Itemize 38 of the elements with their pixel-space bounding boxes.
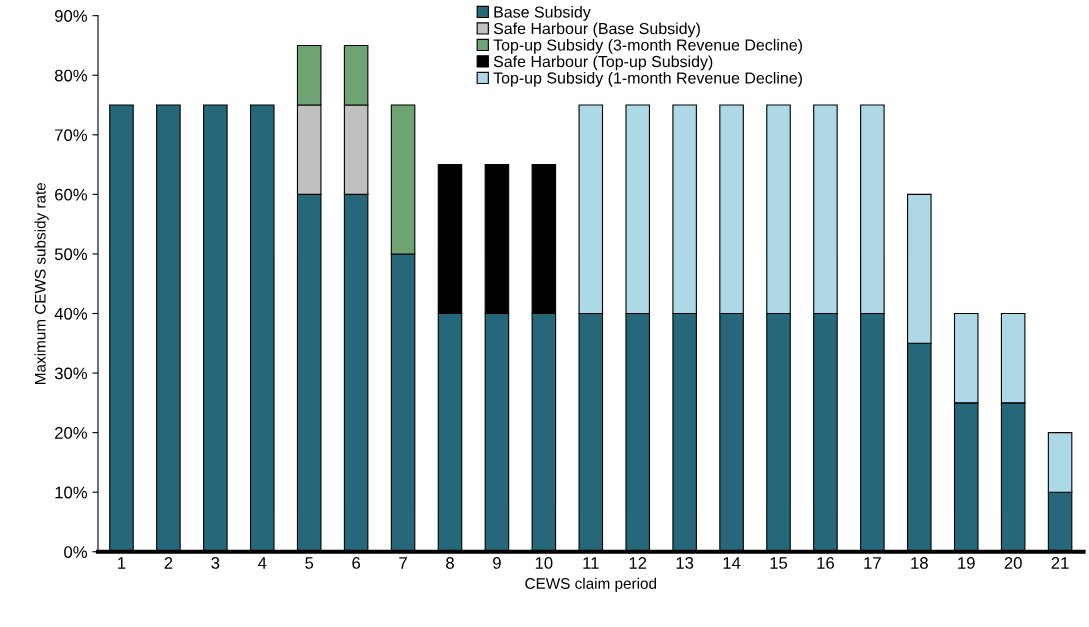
x-tick-label: 17 [864,557,881,569]
x-tick-label: 16 [817,557,834,569]
x-tick-label: 14 [723,557,741,569]
legend-label: Top-up Subsidy (3-month Revenue Decline) [493,38,802,54]
legend-label: Safe Harbour (Base Subsidy) [493,22,700,38]
y-tick-label: 50% [54,248,87,261]
x-tick-label: 4 [258,557,267,569]
x-tick-label: 9 [493,557,501,569]
y-tick-label: 0% [64,546,87,558]
x-tick-label: 2 [164,557,173,569]
x-tick-label: 10 [535,557,553,569]
x-tick-label: 18 [911,557,928,569]
x-tick-label: 3 [211,557,220,569]
y-tick-label: 10% [55,486,87,499]
y-tick-label: 80% [54,69,87,82]
x-tick-label: 19 [958,557,975,569]
y-axis-title: Maximum CEWS subsidy rate [34,182,49,384]
y-tick-label: 30% [54,367,87,380]
x-axis-title: CEWS claim period [525,577,657,592]
x-tick-label: 7 [399,557,407,569]
x-tick-label: 8 [446,557,454,569]
x-tick-label: 21 [1051,557,1069,569]
legend-label: Top-up Subsidy (1-month Revenue Decline) [493,71,802,87]
x-tick-label: 12 [629,557,647,569]
legend-label: Base Subsidy [494,5,591,21]
x-tick-label: 1 [118,557,126,569]
x-tick-label: 15 [770,557,788,569]
y-tick-label: 20% [55,427,87,439]
x-tick-label: 13 [676,557,694,569]
y-tick-label: 40% [54,307,87,320]
y-tick-label: 90% [55,10,87,22]
x-tick-label: 6 [352,557,361,569]
y-tick-label: 60% [55,188,87,201]
legend-label: Safe Harbour (Top-up Subsidy) [493,55,713,71]
x-tick-label: 11 [583,557,599,569]
x-tick-label: 20 [1004,557,1022,569]
y-tick-label: 70% [55,129,87,142]
x-tick-label: 5 [305,557,314,569]
